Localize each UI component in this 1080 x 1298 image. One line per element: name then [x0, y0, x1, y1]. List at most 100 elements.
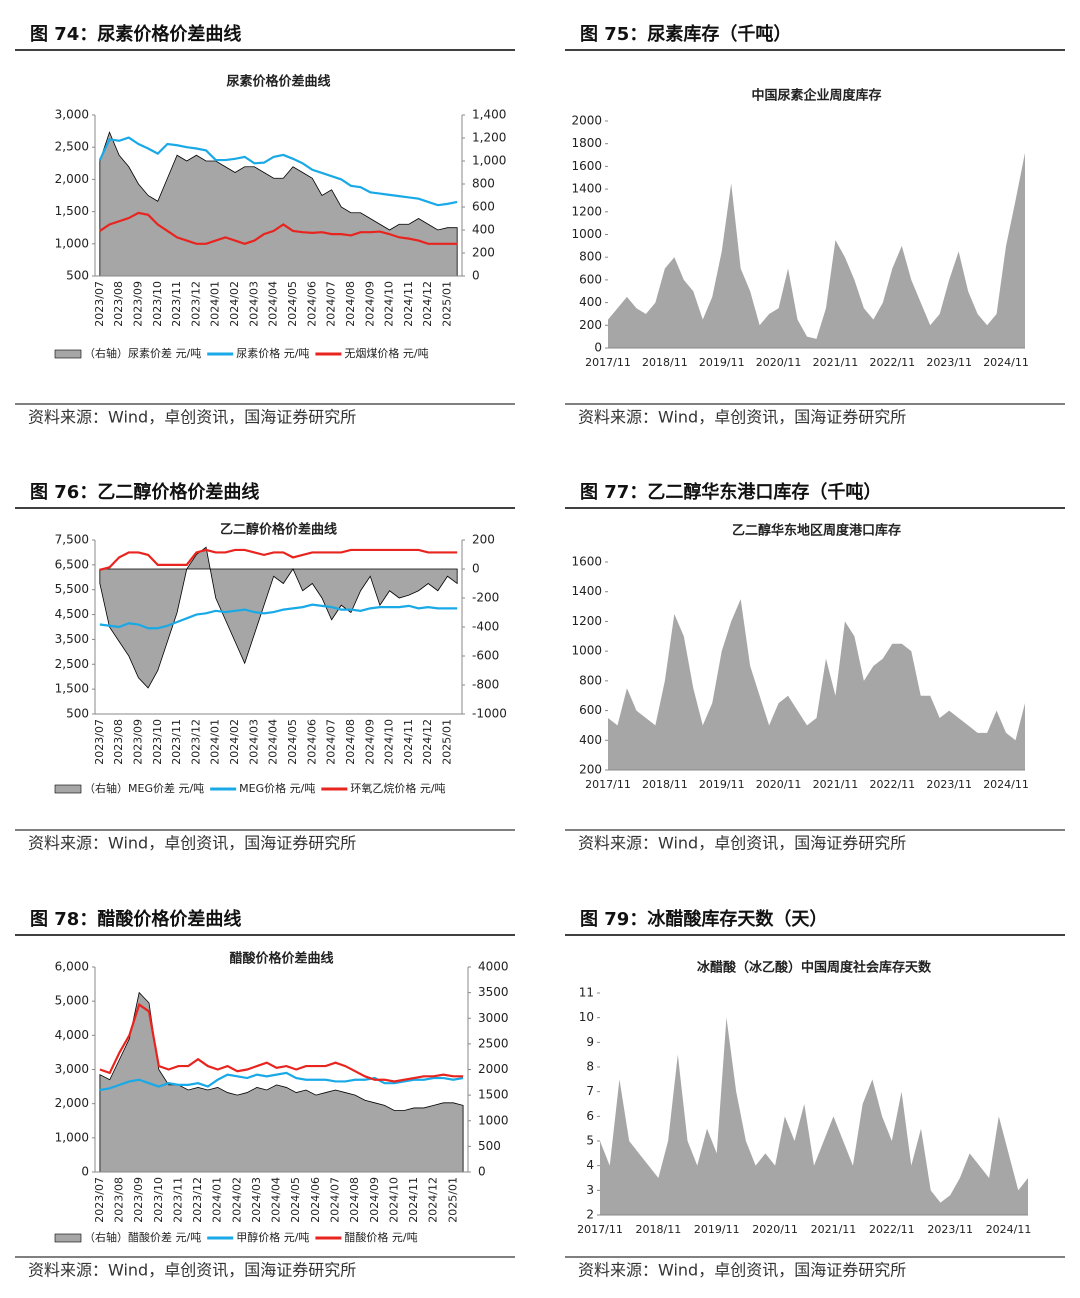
x-tick-label: 2023/07 — [93, 719, 106, 765]
source-note: 资料来源：Wind，卓创资讯，国海证券研究所 — [28, 1261, 356, 1280]
x-tick-label: 2024/05 — [289, 1177, 302, 1223]
x-tick-label: 2023/10 — [152, 1177, 165, 1223]
x-tick-label: 2022/11 — [869, 1223, 915, 1236]
y-tick-label: 6,500 — [55, 557, 89, 571]
y-tick-label: 6 — [586, 1109, 594, 1123]
x-tick-label: 2023/11 — [170, 281, 183, 327]
x-tick-label: 2024/07 — [328, 1177, 341, 1223]
x-tick-label: 2024/11 — [407, 1177, 420, 1223]
x-tick-label: 2024/09 — [363, 281, 376, 327]
y2-tick-label: 800 — [472, 177, 495, 191]
x-tick-label: 2024/06 — [305, 281, 318, 327]
x-tick-label: 2020/11 — [756, 356, 802, 369]
y2-tick-label: 3000 — [478, 1011, 509, 1025]
y-tick-label: 500 — [66, 269, 89, 283]
y-tick-label: 3,500 — [55, 632, 89, 646]
x-tick-label: 2021/11 — [813, 778, 859, 791]
x-tick-label: 2023/12 — [191, 1177, 204, 1223]
source-note: 资料来源：Wind，卓创资讯，国海证券研究所 — [578, 1261, 906, 1280]
y-tick-label: 1000 — [571, 227, 602, 241]
y2-tick-label: 1500 — [478, 1088, 509, 1102]
series-line — [99, 603, 458, 630]
x-tick-label: 2023/08 — [113, 1177, 126, 1223]
y-tick-label: 1600 — [571, 159, 602, 173]
x-tick-label: 2024/11 — [983, 778, 1029, 791]
x-tick-label: 2022/11 — [869, 356, 915, 369]
x-tick-label: 2024/11 — [402, 281, 415, 327]
x-tick-label: 2022/11 — [869, 778, 915, 791]
y-tick-label: 400 — [579, 295, 602, 309]
y-tick-label: 200 — [579, 763, 602, 777]
x-tick-label: 2023/09 — [131, 719, 144, 765]
y2-tick-label: 500 — [478, 1139, 501, 1153]
y-tick-label: 1,500 — [55, 682, 89, 696]
x-tick-label: 2024/09 — [368, 1177, 381, 1223]
x-tick-label: 2023/11 — [926, 778, 972, 791]
y-tick-label: 400 — [579, 733, 602, 747]
y-tick-label: 5 — [586, 1134, 594, 1148]
y-tick-label: 1,500 — [55, 204, 89, 218]
series-area — [608, 599, 1025, 770]
legend-label: 无烟煤价格 元/吨 — [344, 346, 428, 360]
y2-tick-label: 200 — [472, 533, 495, 547]
y-tick-label: 4 — [586, 1158, 594, 1172]
y2-tick-label: 4000 — [478, 960, 509, 974]
series-line — [99, 1002, 464, 1083]
y2-tick-label: 0 — [478, 1165, 486, 1179]
y-tick-label: 2,000 — [55, 172, 89, 186]
x-tick-label: 2019/11 — [694, 1223, 740, 1236]
y-tick-label: 200 — [579, 318, 602, 332]
legend-label: 甲醇价格 元/吨 — [236, 1230, 309, 1244]
x-tick-label: 2024/09 — [363, 719, 376, 765]
legend-swatch — [54, 784, 82, 794]
y-tick-label: 4,000 — [55, 1028, 89, 1042]
x-tick-label: 2023/09 — [132, 1177, 145, 1223]
legend-swatch — [54, 349, 82, 359]
x-tick-label: 2024/12 — [421, 281, 434, 327]
source-note: 资料来源：Wind，卓创资讯，国海证券研究所 — [578, 408, 906, 427]
figure-title: 图 76：乙二醇价格价差曲线 — [30, 481, 259, 503]
x-tick-label: 2024/01 — [211, 1177, 224, 1223]
legend-label: 尿素价格 元/吨 — [236, 346, 309, 360]
x-tick-label: 2021/11 — [811, 1223, 857, 1236]
x-tick-label: 2020/11 — [752, 1223, 798, 1236]
x-tick-label: 2017/11 — [585, 778, 631, 791]
y-tick-label: 0 — [81, 1165, 89, 1179]
x-tick-label: 2018/11 — [642, 356, 688, 369]
y-tick-label: 2,500 — [55, 140, 89, 154]
series-area — [99, 546, 458, 689]
source-note: 资料来源：Wind，卓创资讯，国海证券研究所 — [578, 834, 906, 853]
x-tick-label: 2024/02 — [230, 1177, 243, 1223]
x-tick-label: 2024/08 — [344, 281, 357, 327]
x-tick-label: 2024/03 — [247, 719, 260, 765]
y2-tick-label: 400 — [472, 223, 495, 237]
y-tick-label: 5,000 — [55, 994, 89, 1008]
x-tick-label: 2024/10 — [387, 1177, 400, 1223]
x-tick-label: 2023/11 — [926, 356, 972, 369]
y-tick-label: 0 — [594, 341, 602, 355]
legend-label: MEG价格 元/吨 — [239, 781, 315, 795]
series-area — [600, 1017, 1028, 1215]
legend-swatch — [54, 1233, 82, 1243]
x-tick-label: 2024/04 — [267, 281, 280, 327]
x-tick-label: 2017/11 — [577, 1223, 623, 1236]
x-tick-label: 2024/12 — [427, 1177, 440, 1223]
x-tick-label: 2024/03 — [250, 1177, 263, 1223]
figure-title: 图 78：醋酸价格价差曲线 — [30, 908, 241, 930]
chart-title: 冰醋酸（冰乙酸）中国周度社会库存天数 — [697, 960, 932, 976]
y2-tick-label: -600 — [472, 649, 499, 663]
y2-tick-label: 0 — [472, 269, 480, 283]
x-tick-label: 2023/11 — [171, 1177, 184, 1223]
y-tick-label: 2000 — [571, 114, 602, 128]
x-tick-label: 2023/12 — [189, 281, 202, 327]
x-tick-label: 2024/10 — [383, 719, 396, 765]
x-tick-label: 2024/11 — [986, 1223, 1032, 1236]
x-tick-label: 2024/07 — [325, 281, 338, 327]
x-tick-label: 2023/07 — [93, 281, 106, 327]
x-tick-label: 2024/10 — [383, 281, 396, 327]
y-tick-label: 1200 — [571, 204, 602, 218]
y-tick-label: 1400 — [571, 182, 602, 196]
y2-tick-label: -400 — [472, 620, 499, 634]
x-tick-label: 2024/02 — [228, 281, 241, 327]
source-note: 资料来源：Wind，卓创资讯，国海证券研究所 — [28, 408, 356, 427]
